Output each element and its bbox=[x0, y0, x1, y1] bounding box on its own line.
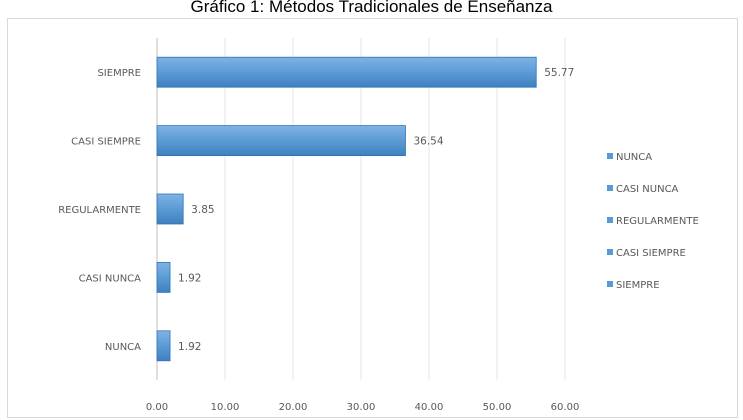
bars bbox=[156, 56, 537, 362]
data-label: 55.77 bbox=[544, 67, 574, 79]
legend-swatch bbox=[607, 185, 613, 191]
data-labels: 1.92 1.92 3.85 36.54 55.77 bbox=[178, 67, 574, 353]
bar bbox=[156, 193, 184, 225]
legend: NUNCA CASI NUNCA REGULARMENTE CASI SIEMPRE S… bbox=[607, 152, 699, 291]
legend-label: NUNCA bbox=[616, 152, 652, 163]
x-axis-ticks: 0.00 10.00 20.00 30.00 40.00 50.00 60.00 bbox=[146, 402, 579, 413]
chart-frame bbox=[7, 18, 738, 418]
bar bbox=[156, 330, 171, 362]
legend-swatch bbox=[607, 249, 613, 255]
tick-label: 50.00 bbox=[483, 402, 512, 413]
category-label: NUNCA bbox=[105, 342, 141, 353]
legend-swatch bbox=[607, 217, 613, 223]
legend-label: REGULARMENTE bbox=[616, 216, 699, 227]
data-label: 3.85 bbox=[191, 204, 214, 216]
bar bbox=[156, 125, 406, 156]
legend-label: SIEMPRE bbox=[616, 280, 660, 291]
chart-title: Gráfico 1: Métodos Tradicionales de Ense… bbox=[190, 0, 553, 16]
bar bbox=[156, 261, 171, 293]
grid-lines bbox=[156, 38, 566, 380]
bar bbox=[156, 56, 537, 88]
tick-label: 0.00 bbox=[146, 402, 168, 413]
category-label: CASI SIEMPRE bbox=[71, 137, 141, 148]
data-label: 1.92 bbox=[178, 272, 201, 284]
category-label: CASI NUNCA bbox=[79, 273, 142, 284]
tick-label: 30.00 bbox=[347, 402, 376, 413]
category-label: SIEMPRE bbox=[97, 68, 141, 79]
tick-label: 20.00 bbox=[279, 402, 308, 413]
data-label: 1.92 bbox=[178, 341, 201, 353]
legend-label: CASI SIEMPRE bbox=[616, 248, 686, 259]
tick-label: 60.00 bbox=[551, 402, 580, 413]
tick-label: 40.00 bbox=[415, 402, 444, 413]
data-label: 36.54 bbox=[413, 136, 443, 148]
category-labels: NUNCA CASI NUNCA REGULARMENTE CASI SIEMPRE S… bbox=[58, 68, 141, 353]
category-label: REGULARMENTE bbox=[58, 205, 141, 216]
legend-swatch bbox=[607, 281, 613, 287]
legend-swatch bbox=[607, 153, 613, 159]
legend-label: CASI NUNCA bbox=[616, 184, 679, 195]
tick-label: 10.00 bbox=[211, 402, 240, 413]
